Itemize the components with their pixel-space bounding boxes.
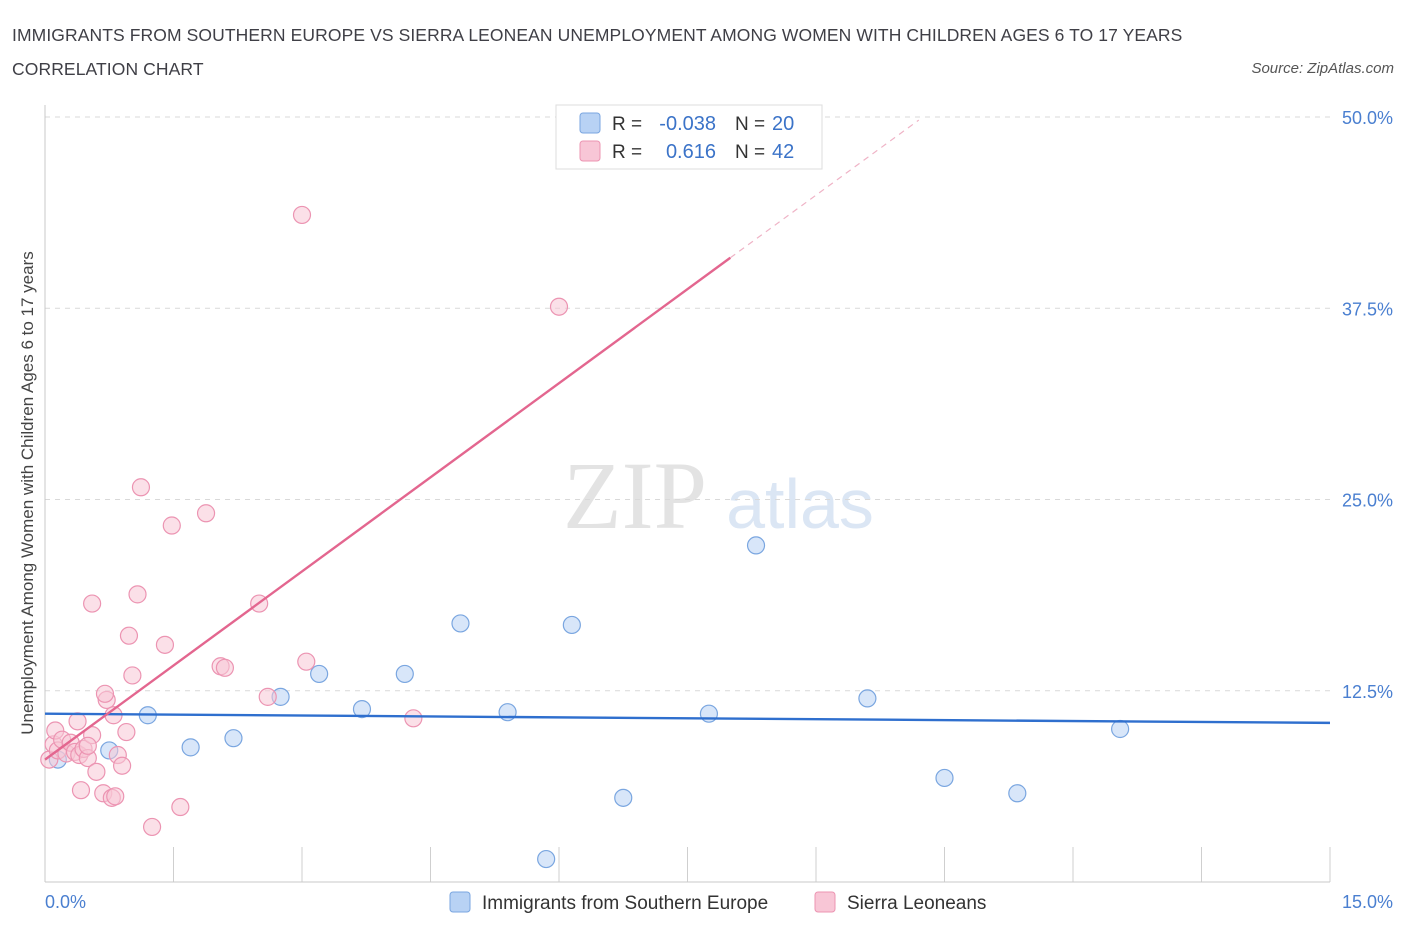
stats-r-value-pink: 0.616 [666, 141, 716, 163]
point-pink [155, 635, 175, 654]
point-blue [537, 849, 556, 869]
y-tick-label: 50.0% [1342, 108, 1393, 128]
point-pink [196, 504, 216, 523]
y-tick-label: 12.5% [1342, 682, 1393, 702]
point-blue [1008, 784, 1027, 803]
trend-lines [44, 119, 1331, 761]
point-blue [1111, 719, 1130, 739]
stats-legend-swatch-blue [579, 112, 601, 134]
y-tick-labels: 12.5% 25.0% 37.5% 50.0% [1342, 108, 1393, 702]
x-tick-min: 0.0% [45, 892, 86, 912]
point-pink [71, 781, 91, 800]
legend-label-blue: Immigrants from Southern Europe [482, 893, 768, 914]
trend-extension-pink [729, 119, 920, 259]
y-tick-label: 25.0% [1342, 491, 1393, 511]
point-pink [106, 787, 125, 806]
point-blue [746, 536, 766, 555]
point-blue [858, 689, 877, 708]
point-pink [112, 756, 132, 775]
series-legend: Immigrants from Southern Europe Sierra L… [449, 891, 986, 914]
stats-n-label-pink: N = [735, 142, 765, 163]
point-pink [78, 736, 97, 755]
point-pink [297, 652, 316, 671]
stats-legend: R = -0.038 N = 20 R = 0.616 N = 42 [555, 104, 823, 170]
y-axis-title: Unemployment Among Women with Children A… [18, 251, 37, 735]
point-pink [162, 516, 181, 535]
grid [44, 116, 1331, 882]
point-blue [181, 738, 200, 757]
point-pink [128, 585, 147, 604]
stats-legend-swatch-pink [579, 140, 601, 162]
chart-source: Source: ZipAtlas.com [1251, 60, 1394, 77]
chart-title: IMMIGRANTS FROM SOUTHERN EUROPE VS SIERR… [12, 25, 1183, 79]
point-pink [83, 594, 102, 613]
legend-swatch-blue [449, 891, 471, 913]
stats-n-label-blue: N = [735, 114, 765, 135]
stats-n-value-pink: 42 [772, 141, 794, 163]
trend-line-pink [44, 256, 732, 761]
stats-n-value-blue: 20 [772, 113, 794, 135]
point-pink [119, 626, 139, 645]
y-tick-label: 37.5% [1342, 299, 1393, 319]
data-points [40, 205, 1130, 869]
x-tick-max: 15.0% [1342, 892, 1393, 912]
point-pink [215, 658, 234, 677]
point-pink [258, 687, 277, 706]
legend-label-pink: Sierra Leoneans [847, 893, 986, 914]
point-blue [451, 614, 470, 633]
stats-r-label-blue: R = [612, 114, 642, 135]
trend-line-blue [44, 712, 1331, 725]
point-blue [310, 664, 329, 684]
point-blue [352, 700, 372, 719]
point-pink [171, 797, 190, 817]
watermark-atlas: atlas [726, 465, 874, 543]
point-pink [292, 205, 312, 225]
point-pink [95, 684, 115, 703]
watermark-zip: ZIP [563, 442, 707, 549]
stats-r-label-pink: R = [612, 142, 642, 163]
point-pink [68, 712, 87, 731]
point-pink [87, 762, 106, 781]
point-pink [404, 709, 423, 728]
point-blue [562, 615, 581, 635]
point-pink [123, 666, 142, 685]
point-blue [224, 729, 243, 748]
point-pink [549, 297, 569, 316]
point-blue [935, 768, 954, 788]
stats-r-value-blue: -0.038 [659, 113, 716, 135]
point-pink [117, 722, 136, 742]
legend-swatch-pink [814, 891, 836, 913]
point-blue [395, 664, 414, 684]
point-pink [142, 817, 162, 837]
point-blue [614, 788, 633, 807]
point-pink [131, 478, 151, 497]
